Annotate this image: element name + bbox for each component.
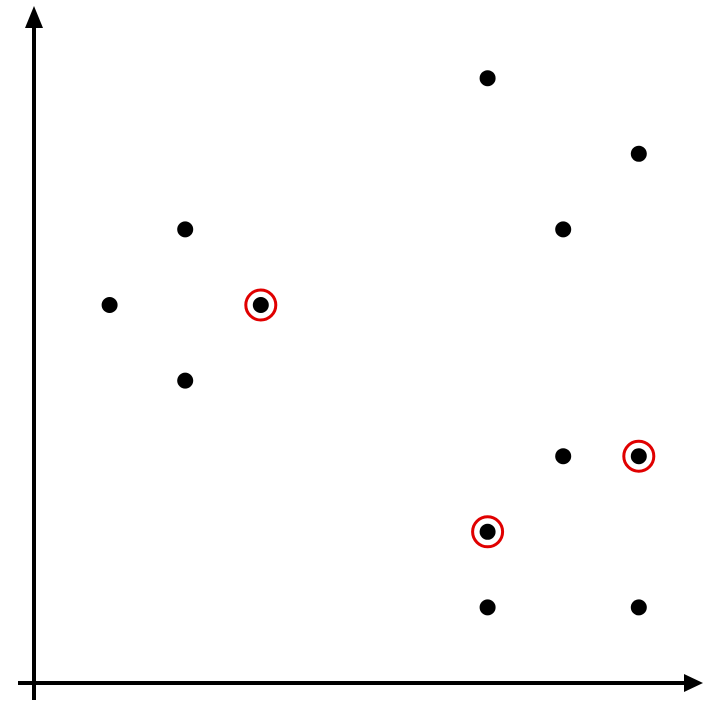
- data-point-9: [630, 448, 647, 465]
- highlight-ring-9: [622, 439, 656, 473]
- data-point-5: [479, 70, 496, 87]
- data-point-8: [555, 448, 572, 465]
- data-point-4: [252, 297, 269, 313]
- highlight-ring-4: [244, 288, 278, 322]
- data-point-12: [630, 599, 647, 616]
- data-point-1: [101, 297, 118, 313]
- y-axis-arrowhead: [25, 6, 43, 28]
- data-point-3: [177, 372, 194, 389]
- x-axis-arrowhead: [684, 674, 703, 692]
- data-point-6: [555, 221, 572, 238]
- data-point-2: [177, 221, 194, 238]
- highlight-ring-10: [471, 515, 505, 549]
- data-point-10: [479, 523, 496, 540]
- data-point-7: [630, 145, 647, 162]
- data-points: [101, 70, 656, 616]
- data-point-11: [479, 599, 496, 616]
